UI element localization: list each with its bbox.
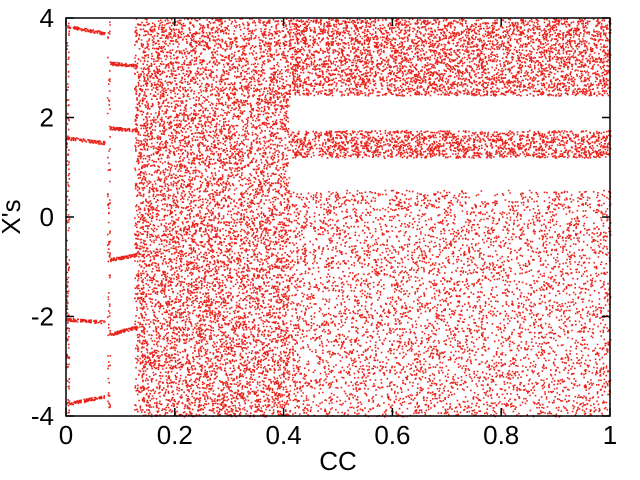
y-tick-label: 2 bbox=[40, 103, 54, 133]
y-tick-label: 0 bbox=[40, 202, 54, 232]
x-tick-label: 0.4 bbox=[266, 420, 302, 450]
x-tick-label: 0 bbox=[59, 420, 73, 450]
x-tick-label: 1 bbox=[603, 420, 617, 450]
axis-ticks: 0 0.2 0.4 0.6 0.8 1 -4 -2 0 2 4 bbox=[31, 3, 617, 450]
x-tick-label: 0.8 bbox=[483, 420, 519, 450]
x-tick-label: 0.2 bbox=[157, 420, 193, 450]
y-tick-label: -2 bbox=[31, 302, 54, 332]
scatter-points bbox=[66, 18, 612, 418]
x-tick-label: 0.6 bbox=[374, 420, 410, 450]
y-tick-label: -4 bbox=[31, 401, 54, 431]
x-axis-title: CC bbox=[319, 446, 357, 476]
y-tick-label: 4 bbox=[40, 3, 54, 33]
scatter-series bbox=[66, 18, 612, 418]
y-axis-title: X's bbox=[0, 199, 26, 234]
